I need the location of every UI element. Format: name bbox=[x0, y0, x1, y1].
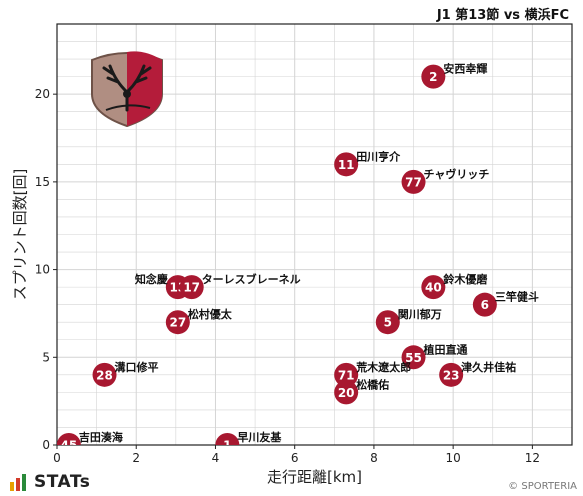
point-marker bbox=[57, 433, 81, 445]
y-tick-label: 5 bbox=[42, 350, 50, 364]
data-point: 45 bbox=[57, 433, 81, 453]
point-label: 植田直通 bbox=[423, 342, 468, 356]
point-marker bbox=[375, 310, 400, 335]
point-number: 5 bbox=[384, 316, 392, 330]
x-tick-label: 0 bbox=[53, 451, 61, 465]
y-tick-label: 15 bbox=[35, 175, 50, 189]
point-number: 17 bbox=[183, 281, 200, 295]
point-number: 1 bbox=[223, 439, 231, 453]
point-number: 71 bbox=[338, 368, 355, 382]
point-number: 45 bbox=[61, 439, 78, 453]
point-label: 早川友基 bbox=[237, 430, 282, 444]
point-marker bbox=[92, 362, 117, 387]
point-label: チャヴリッチ bbox=[424, 167, 490, 181]
chart-title: J1 第13節 vs 横浜FC bbox=[436, 8, 569, 23]
point-label: 三竿健斗 bbox=[495, 290, 539, 304]
y-tick-label: 20 bbox=[35, 87, 50, 101]
data-point: 5 bbox=[375, 310, 400, 335]
point-marker bbox=[334, 152, 359, 177]
point-label: 知念慶 bbox=[134, 272, 168, 286]
point-number: 40 bbox=[425, 281, 442, 295]
data-point: 55 bbox=[401, 345, 426, 370]
x-tick-label: 10 bbox=[446, 451, 461, 465]
point-marker bbox=[439, 362, 464, 387]
point-number: 23 bbox=[443, 368, 460, 382]
data-point: 1 bbox=[215, 433, 240, 453]
point-marker bbox=[472, 292, 497, 317]
brand-text: STATs bbox=[34, 472, 91, 492]
kashima-antlers-crest-icon bbox=[91, 51, 163, 128]
plot-frame bbox=[56, 23, 573, 446]
data-point: 71 bbox=[334, 362, 359, 387]
data-point: 40 bbox=[421, 275, 446, 300]
data-point: 77 bbox=[401, 169, 426, 194]
point-label: 松村優太 bbox=[188, 307, 233, 321]
point-marker bbox=[421, 64, 446, 89]
point-label: 安西幸輝 bbox=[443, 62, 487, 76]
point-marker bbox=[165, 310, 190, 335]
point-marker bbox=[179, 275, 204, 300]
point-number: 28 bbox=[96, 368, 113, 382]
point-label: 吉田湊海 bbox=[79, 430, 123, 444]
x-tick-label: 6 bbox=[291, 451, 299, 465]
point-label: 津久井佳祐 bbox=[461, 360, 516, 374]
y-tick-label: 10 bbox=[35, 263, 50, 277]
point-label: 関川郁万 bbox=[398, 307, 442, 321]
point-marker bbox=[401, 169, 426, 194]
point-marker bbox=[334, 380, 359, 405]
data-point: 27 bbox=[165, 310, 190, 335]
x-tick-label: 4 bbox=[212, 451, 220, 465]
point-number: 6 bbox=[481, 298, 489, 312]
x-axis-label: 走行距離[km] bbox=[267, 468, 362, 486]
point-label: 荒木遼太郎 bbox=[355, 360, 411, 374]
y-axis-label: スプリント回数[回] bbox=[11, 169, 29, 301]
point-marker bbox=[401, 345, 426, 370]
stats-logo: STATs bbox=[10, 472, 90, 492]
data-point: 6 bbox=[472, 292, 497, 317]
data-point: 2 bbox=[421, 64, 446, 89]
data-point: 23 bbox=[439, 362, 464, 387]
x-tick-label: 12 bbox=[525, 451, 540, 465]
data-point: 28 bbox=[92, 362, 117, 387]
point-marker bbox=[334, 362, 359, 387]
stats-bars-icon bbox=[10, 473, 28, 491]
data-point: 11 bbox=[334, 152, 359, 177]
x-tick-label: 8 bbox=[370, 451, 378, 465]
data-point: 20 bbox=[334, 380, 359, 405]
point-marker bbox=[215, 433, 240, 445]
point-marker bbox=[421, 275, 446, 300]
point-number: 20 bbox=[338, 386, 355, 400]
copyright: © SPORTERIA bbox=[508, 481, 577, 492]
point-label: 鈴木優磨 bbox=[443, 272, 488, 286]
y-tick-label: 0 bbox=[42, 438, 50, 452]
point-number: 27 bbox=[169, 316, 186, 330]
point-label: 溝口修平 bbox=[115, 360, 159, 374]
point-label: 松橋佑 bbox=[356, 377, 389, 391]
point-number: 2 bbox=[429, 70, 437, 84]
point-label: ターレスブレーネル bbox=[202, 272, 301, 286]
point-number: 77 bbox=[405, 175, 422, 189]
point-number: 55 bbox=[405, 351, 422, 365]
x-tick-label: 2 bbox=[132, 451, 140, 465]
data-point: 17 bbox=[179, 275, 204, 300]
point-label: 田川亨介 bbox=[356, 149, 401, 163]
point-number: 11 bbox=[338, 158, 355, 172]
